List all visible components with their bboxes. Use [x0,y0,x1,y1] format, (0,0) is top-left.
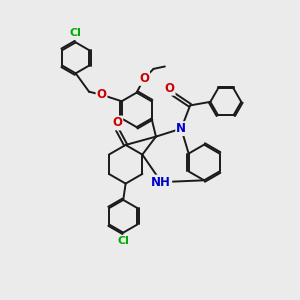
Text: Cl: Cl [70,28,82,38]
Text: O: O [139,72,149,85]
Text: O: O [165,82,175,95]
Text: Cl: Cl [117,236,129,246]
Text: N: N [176,122,186,135]
Text: O: O [97,88,106,101]
Text: NH: NH [152,176,171,189]
Text: O: O [112,116,122,130]
